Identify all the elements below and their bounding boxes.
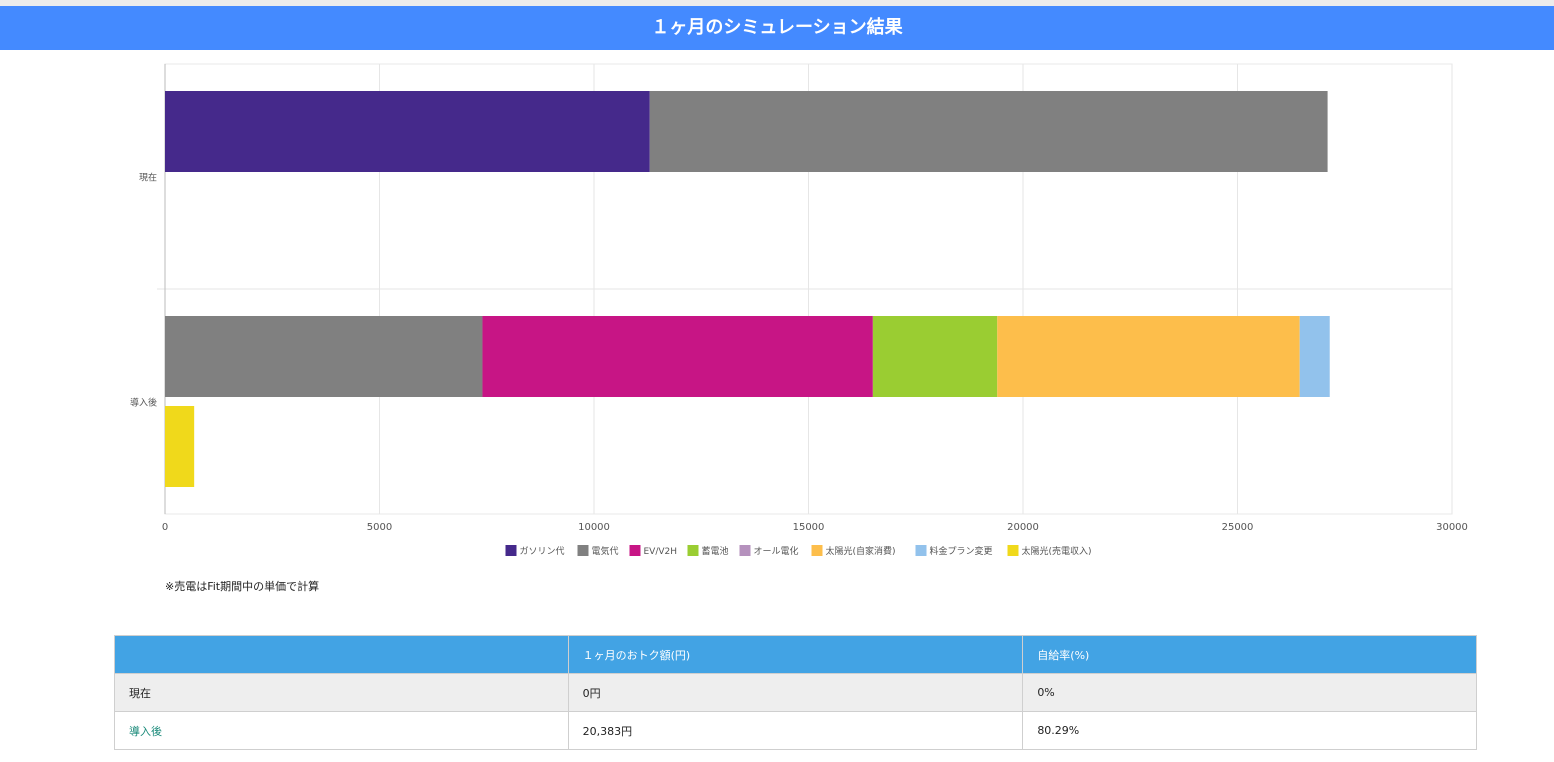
bar-segment [165,316,483,397]
legend-label: ガソリン代 [520,546,565,557]
row-saving: 20,383円 [567,711,1024,750]
row-label: 現在 [114,673,569,712]
x-tick-label: 30000 [1436,522,1468,533]
table-row: 導入後 20,383円 80.29% [114,711,1477,750]
legend-swatch [739,545,751,556]
bar-segment [1299,316,1330,397]
bar-segment [482,316,873,397]
x-tick-label: 10000 [578,522,610,533]
header-cell-rate: 自給率(%) [1022,635,1477,674]
legend-label: 太陽光(売電収入) [1022,545,1092,557]
x-tick-label: 20000 [1007,522,1039,533]
x-tick-label: 0 [162,522,168,533]
legend-swatch [577,545,589,556]
x-tick-label: 5000 [367,522,392,533]
legend-swatch [505,545,517,556]
top-border [0,0,1554,6]
x-tick-label: 25000 [1222,522,1254,533]
legend-label: 太陽光(自家消費) [826,545,896,557]
page-title: １ヶ月のシミュレーション結果 [0,6,1554,50]
row-rate: 80.29% [1022,711,1477,750]
legend-swatch [687,545,699,556]
header-cell-label [114,635,569,674]
table-row: 現在 0円 0% [114,673,1477,712]
table-header-row: １ヶ月のおトク額(円) 自給率(%) [114,635,1477,674]
legend-label: オール電化 [754,545,799,557]
legend-swatch [811,545,823,556]
row-label[interactable]: 導入後 [114,711,569,750]
x-tick-label: 15000 [793,522,825,533]
bar-segment [165,91,650,172]
legend-label: 電気代 [592,545,619,557]
row-rate: 0% [1022,673,1477,712]
y-tick-label: 導入後 [130,397,157,409]
legend-label: EV/V2H [644,547,678,557]
legend-label: 料金プラン変更 [930,545,993,557]
legend-swatch [629,545,641,556]
header-cell-saving: １ヶ月のおトク額(円) [567,635,1024,674]
bar-segment [165,406,195,487]
bar-segment [649,91,1328,172]
result-table: １ヶ月のおトク額(円) 自給率(%) 現在 0円 0% 導入後 20,383円 … [114,635,1477,750]
legend-swatch [915,545,927,556]
y-tick-label: 現在 [139,172,157,184]
bar-segment [997,316,1300,397]
row-saving: 0円 [567,673,1024,712]
legend-label: 蓄電池 [702,545,729,557]
legend-swatch [1007,545,1019,556]
stacked-bar-chart: 0 5000 10000 15000 20000 25000 30000 現在導入後ガソリン代… [130,63,1468,557]
footnote: ※売電はFit期間中の単価で計算 [165,580,320,593]
bar-segment [872,316,998,397]
